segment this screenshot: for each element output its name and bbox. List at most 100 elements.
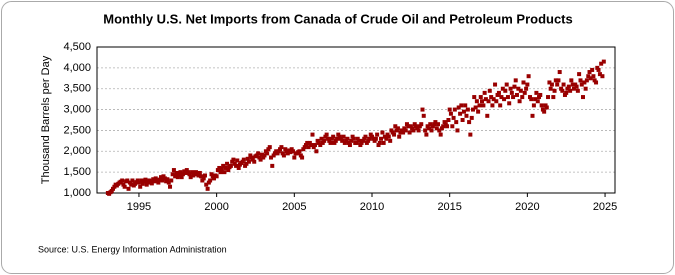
x-tick-label: 2025 bbox=[593, 201, 617, 213]
point bbox=[276, 149, 281, 154]
point bbox=[125, 178, 130, 183]
point bbox=[502, 97, 507, 102]
point bbox=[561, 82, 566, 87]
point bbox=[385, 132, 390, 137]
point bbox=[591, 74, 596, 79]
point bbox=[578, 78, 583, 83]
point bbox=[160, 178, 165, 183]
point bbox=[553, 78, 558, 83]
point bbox=[230, 159, 235, 164]
point bbox=[332, 140, 337, 145]
point bbox=[478, 95, 483, 100]
point bbox=[441, 124, 446, 129]
point bbox=[303, 143, 308, 148]
point bbox=[370, 134, 375, 139]
source-note: Source: U.S. Energy Information Administ… bbox=[38, 244, 227, 254]
point bbox=[406, 124, 411, 129]
point bbox=[520, 95, 525, 100]
point bbox=[246, 159, 251, 164]
point bbox=[407, 130, 412, 135]
point bbox=[459, 103, 464, 108]
point bbox=[454, 120, 459, 125]
point bbox=[445, 124, 450, 129]
point bbox=[149, 181, 154, 186]
point bbox=[261, 155, 266, 160]
point bbox=[311, 145, 316, 150]
point bbox=[148, 179, 153, 184]
point bbox=[156, 180, 161, 185]
point bbox=[248, 153, 253, 158]
point bbox=[139, 178, 144, 183]
point bbox=[518, 88, 523, 93]
point bbox=[434, 126, 439, 131]
point bbox=[483, 97, 488, 102]
point bbox=[178, 170, 183, 175]
point bbox=[240, 159, 245, 164]
point bbox=[232, 161, 237, 166]
point bbox=[360, 138, 365, 143]
point bbox=[166, 180, 171, 185]
point bbox=[487, 88, 492, 93]
point bbox=[368, 132, 373, 137]
point bbox=[579, 82, 584, 87]
point bbox=[552, 88, 557, 93]
point bbox=[143, 177, 148, 182]
point bbox=[196, 173, 201, 178]
point bbox=[389, 128, 394, 133]
point bbox=[456, 105, 461, 110]
point bbox=[419, 122, 424, 127]
x-tick-label: 2000 bbox=[204, 201, 228, 213]
point bbox=[599, 61, 604, 66]
point bbox=[508, 86, 513, 91]
point bbox=[427, 126, 432, 131]
point bbox=[394, 128, 399, 133]
point bbox=[470, 107, 475, 112]
point bbox=[443, 122, 448, 127]
point bbox=[192, 172, 197, 177]
point bbox=[300, 155, 305, 160]
point bbox=[155, 178, 160, 183]
point bbox=[421, 113, 426, 118]
point bbox=[595, 65, 600, 70]
point bbox=[153, 176, 158, 181]
point bbox=[208, 178, 213, 183]
point bbox=[448, 111, 453, 116]
point bbox=[584, 78, 589, 83]
point bbox=[312, 143, 317, 148]
point bbox=[496, 90, 501, 95]
point bbox=[562, 92, 567, 97]
point bbox=[530, 113, 535, 118]
point bbox=[170, 172, 175, 177]
point bbox=[546, 95, 551, 100]
point bbox=[331, 134, 336, 139]
point bbox=[408, 124, 413, 129]
point bbox=[245, 156, 250, 161]
point bbox=[307, 140, 312, 145]
point bbox=[263, 149, 268, 154]
point bbox=[285, 151, 290, 156]
point bbox=[283, 147, 288, 152]
point bbox=[417, 124, 422, 129]
point bbox=[463, 103, 468, 108]
point bbox=[539, 103, 544, 108]
point bbox=[375, 132, 380, 137]
point bbox=[201, 176, 206, 181]
point bbox=[236, 165, 241, 170]
point bbox=[340, 138, 345, 143]
point bbox=[525, 82, 530, 87]
point bbox=[254, 153, 259, 158]
point bbox=[474, 99, 479, 104]
point bbox=[514, 92, 519, 97]
point bbox=[228, 163, 233, 168]
point bbox=[244, 161, 249, 166]
point bbox=[270, 163, 275, 168]
point bbox=[168, 184, 173, 189]
point bbox=[262, 153, 267, 158]
point bbox=[458, 111, 463, 116]
point bbox=[280, 151, 285, 156]
point bbox=[571, 86, 576, 91]
point bbox=[522, 90, 527, 95]
y-axis-label: Thousand Barrels per Day bbox=[40, 55, 52, 184]
point bbox=[184, 168, 189, 173]
